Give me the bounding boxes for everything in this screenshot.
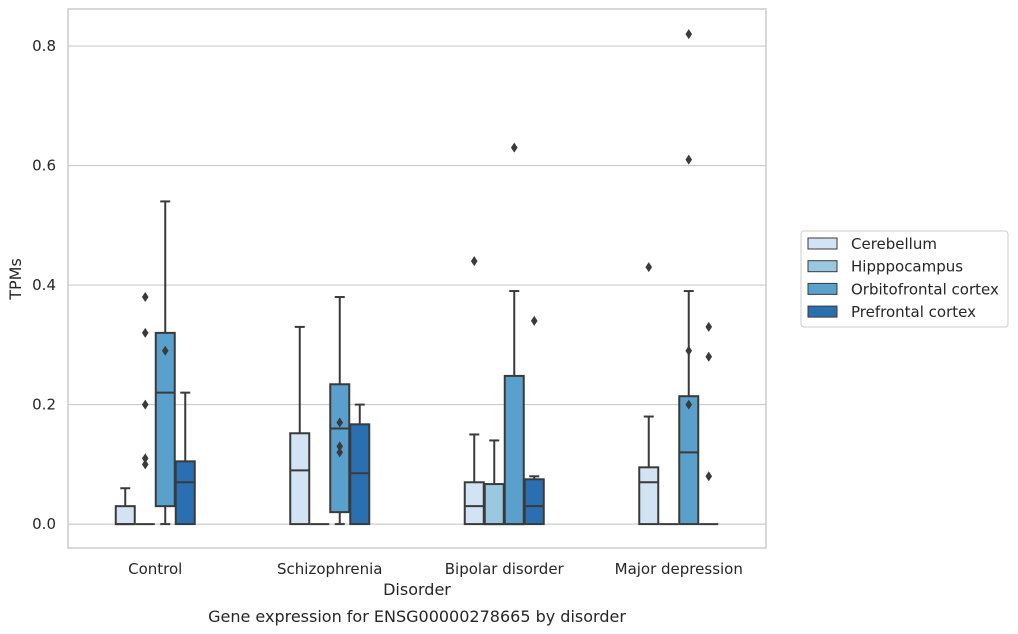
box-group	[699, 321, 719, 526]
box	[638, 466, 660, 526]
legend-label: Cerebellum	[851, 235, 937, 253]
y-axis-ticks: 0.0 0.2 0.4 0.6 0.8	[32, 37, 56, 533]
outlier-point	[510, 142, 518, 153]
box-group	[174, 391, 196, 526]
box-plots	[114, 29, 719, 526]
box-group	[523, 315, 545, 526]
outlier-point	[645, 262, 653, 273]
box-group	[135, 292, 155, 526]
x-axis-ticks: Control Schizophrenia Bipolar disorder Majo…	[128, 560, 743, 578]
y-tick-label: 0.0	[32, 515, 56, 533]
y-tick-label: 0.4	[32, 276, 56, 294]
box-group	[349, 403, 371, 526]
outlier-point	[705, 321, 713, 332]
box	[483, 483, 505, 526]
box-group	[289, 325, 311, 526]
x-tick-label: Schizophrenia	[277, 560, 382, 578]
legend-label: Orbitofrontal cortex	[851, 280, 999, 298]
legend-swatch	[807, 305, 838, 318]
box	[154, 331, 176, 508]
outlier-point	[470, 256, 478, 267]
box-group	[154, 200, 176, 526]
outlier-point	[141, 292, 149, 303]
outlier-point	[705, 471, 713, 482]
box-group	[503, 142, 525, 526]
outlier-point	[141, 459, 149, 470]
legend: Cerebellum Hipppocampus Orbitofrontal cort…	[800, 230, 1009, 328]
box	[503, 374, 525, 526]
outlier-point	[336, 441, 344, 452]
outlier-point	[685, 345, 693, 356]
y-axis-title: TPMs	[6, 258, 25, 301]
outlier-point	[685, 29, 693, 40]
outlier-point	[141, 327, 149, 338]
box-group	[114, 487, 136, 526]
outlier-point	[336, 417, 344, 428]
x-tick-label: Major depression	[615, 560, 743, 578]
box-group	[329, 296, 351, 526]
legend-label: Hipppocampus	[851, 258, 963, 276]
legend-swatch	[807, 260, 838, 273]
box	[523, 478, 545, 526]
plot-frame	[67, 8, 767, 549]
box	[289, 432, 311, 526]
y-tick-label: 0.2	[32, 396, 56, 414]
x-axis-title: Disorder	[383, 580, 451, 599]
legend-frame	[800, 230, 1009, 328]
outlier-point	[141, 453, 149, 464]
outlier-point	[685, 154, 693, 165]
outlier-point	[530, 315, 538, 326]
y-tick-label: 0.8	[32, 37, 56, 55]
box	[678, 395, 700, 526]
y-tick-label: 0.6	[32, 157, 56, 175]
outlier-point	[705, 351, 713, 362]
box-group	[638, 262, 660, 526]
legend-swatch	[807, 237, 838, 250]
box	[114, 505, 136, 526]
legend-label: Prefrontal cortex	[851, 303, 976, 321]
figure-caption: Gene expression for ENSG00000278665 by d…	[208, 607, 626, 626]
outlier-point	[685, 399, 693, 410]
x-tick-label: Bipolar disorder	[445, 560, 565, 578]
outlier-point	[141, 399, 149, 410]
outlier-point	[161, 345, 169, 356]
box-group	[463, 256, 485, 526]
outlier-point	[336, 447, 344, 458]
box	[174, 460, 196, 526]
x-tick-label: Control	[128, 560, 182, 578]
box-group	[678, 29, 700, 526]
box	[463, 481, 485, 526]
box-group	[483, 439, 505, 526]
legend-swatch	[807, 282, 838, 295]
